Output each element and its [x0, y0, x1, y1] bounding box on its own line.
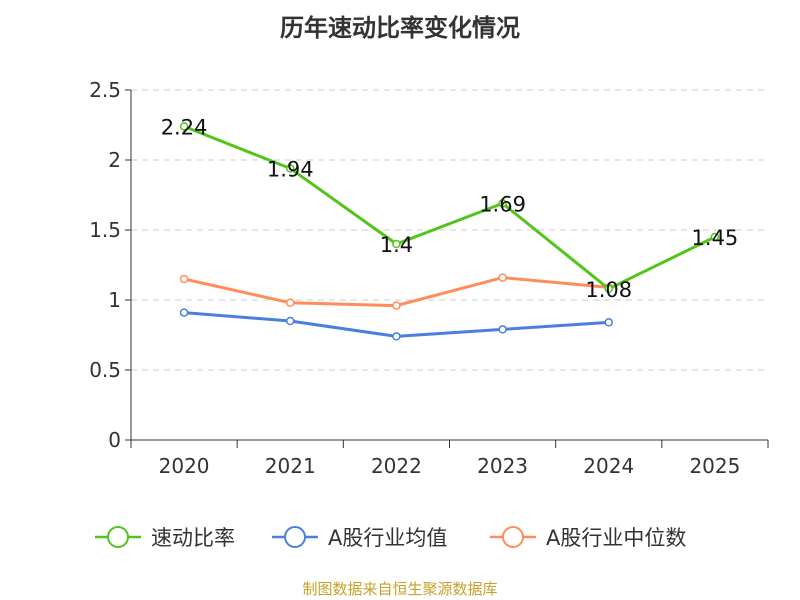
- x-tick-label: 2021: [265, 454, 316, 478]
- x-tick-label: 2023: [477, 454, 528, 478]
- source-note: 制图数据来自恒生聚源数据库: [302, 580, 498, 598]
- data-point: [498, 199, 507, 208]
- x-tick-label: 2020: [159, 454, 210, 478]
- y-tick-label: 1.5: [89, 218, 121, 242]
- data-point: [179, 274, 189, 284]
- data-point: [498, 273, 507, 282]
- data-label: 1.94: [267, 157, 314, 181]
- y-tick-label: 2: [108, 148, 121, 172]
- y-tick-label: 0: [108, 428, 121, 452]
- x-tick-label: 2024: [583, 454, 634, 478]
- data-point: [604, 284, 613, 294]
- legend-marker: [502, 526, 524, 548]
- x-tick-label: 2022: [371, 454, 422, 478]
- data-point: [179, 308, 189, 317]
- data-point: [286, 316, 295, 326]
- series-line: [183, 125, 716, 291]
- data-label: 1.45: [692, 226, 739, 250]
- data-label: 2.24: [161, 115, 208, 139]
- data-point: [710, 232, 720, 242]
- data-point: [286, 164, 295, 173]
- y-tick-label: 1: [108, 288, 121, 312]
- legend-label: 速动比率: [151, 526, 235, 550]
- data-point: [392, 301, 401, 310]
- data-label: 1.4: [380, 233, 413, 257]
- y-tick-label: 2.5: [89, 78, 121, 102]
- legend-label: A股行业均值: [328, 526, 447, 550]
- data-point: [392, 239, 401, 249]
- data-point: [498, 325, 507, 334]
- data-label: 1.08: [585, 278, 632, 302]
- data-point: [179, 122, 189, 131]
- x-tick-label: 2025: [689, 454, 740, 478]
- data-point: [286, 298, 295, 308]
- data-label: 1.69: [479, 192, 526, 216]
- data-point: [604, 318, 613, 327]
- chart-title: 历年速动比率变化情况: [280, 14, 520, 42]
- legend-label: A股行业中位数: [546, 526, 686, 550]
- legend-marker: [107, 526, 129, 548]
- legend-marker: [284, 526, 306, 548]
- data-point: [392, 332, 401, 341]
- y-tick-label: 0.5: [89, 358, 121, 382]
